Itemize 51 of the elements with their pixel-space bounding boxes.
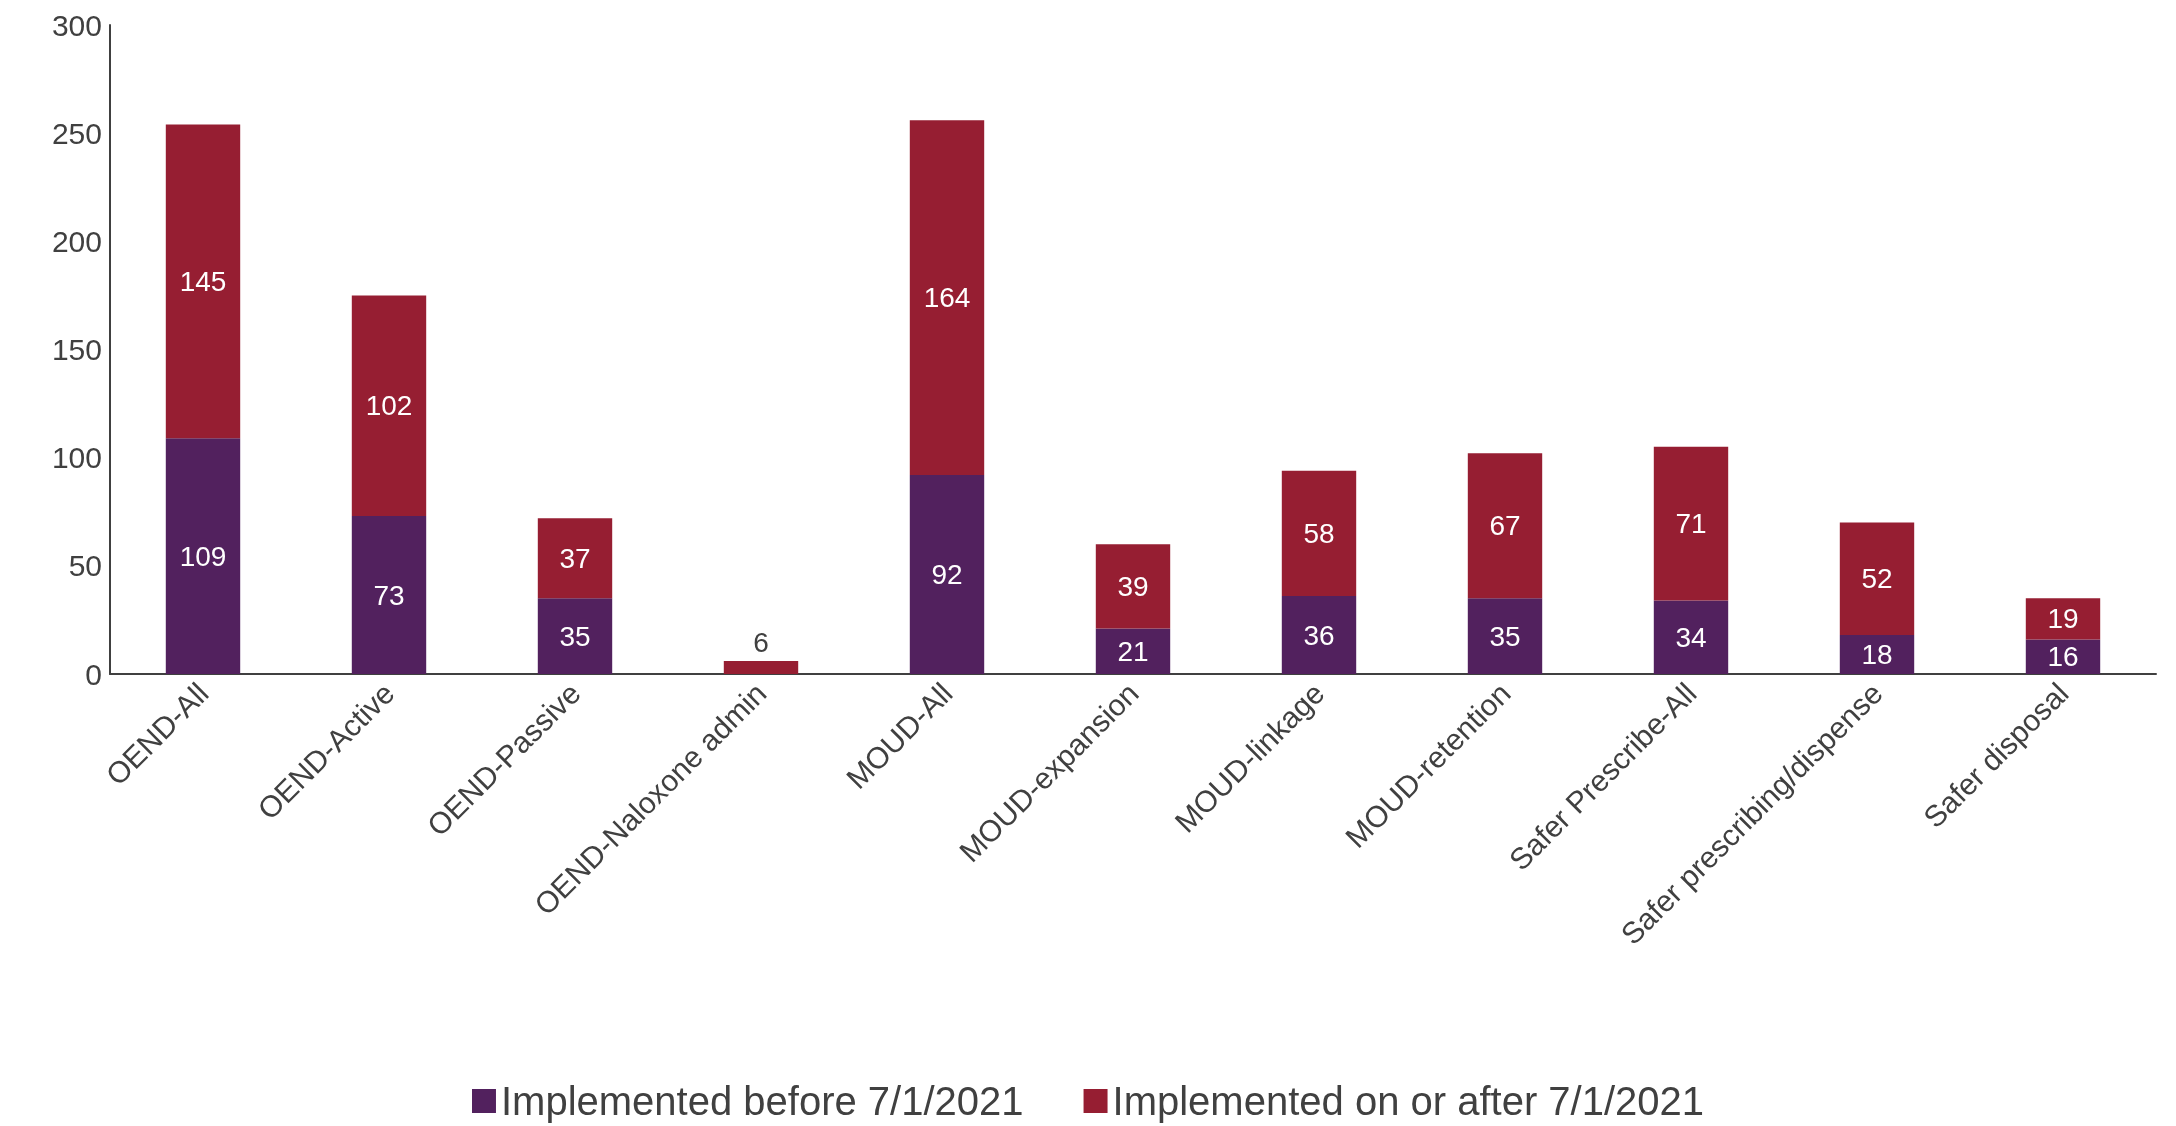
data-label: 39: [1117, 570, 1149, 602]
data-label: 52: [1861, 563, 1893, 595]
data-label: 21: [1117, 635, 1149, 667]
data-label: 102: [365, 390, 413, 422]
bar: [1653, 446, 1729, 601]
y-tick-label: 200: [51, 224, 102, 258]
data-label: 35: [1489, 620, 1521, 652]
bar: [1095, 544, 1171, 629]
data-label: 18: [1861, 639, 1893, 671]
data-label: 19: [2047, 603, 2079, 635]
bar: [351, 295, 427, 517]
y-tick-label: 50: [68, 549, 102, 583]
data-label: 58: [1303, 517, 1335, 549]
y-tick-label: 100: [51, 441, 102, 475]
data-label: 36: [1303, 619, 1335, 651]
data-label: 6: [753, 626, 769, 658]
bar: [1467, 598, 1543, 674]
bar: [1653, 600, 1729, 674]
data-label: 35: [559, 620, 591, 652]
data-label: 37: [559, 542, 591, 574]
bar: [165, 438, 241, 674]
bar: [909, 120, 985, 475]
data-label: 92: [931, 558, 963, 590]
bar: [1095, 628, 1171, 674]
y-tick-label: 150: [51, 333, 102, 366]
y-tick-label: 250: [51, 116, 102, 150]
bar: [723, 661, 799, 674]
bar: [2025, 639, 2101, 674]
data-label: 71: [1675, 508, 1707, 540]
bar: [1281, 470, 1357, 597]
data-label: 73: [373, 579, 405, 611]
bar: [537, 518, 613, 599]
bar: [351, 516, 427, 674]
bar: [909, 474, 985, 674]
bar: [165, 124, 241, 439]
data-label: 16: [2047, 641, 2079, 673]
y-tick-label: 0: [85, 657, 102, 691]
bar: [1281, 596, 1357, 674]
legend-label: Implemented before 7/1/2021: [500, 1079, 1024, 1123]
legend-label: Implemented on or after 7/1/2021: [1112, 1079, 1705, 1123]
bar: [1839, 635, 1915, 674]
bar: [2025, 598, 2101, 640]
bar: [537, 598, 613, 674]
data-label: 145: [179, 265, 227, 297]
data-label: 164: [923, 282, 971, 314]
data-label: 67: [1489, 510, 1521, 542]
data-label: 34: [1675, 621, 1707, 653]
y-tick-label: 300: [51, 8, 102, 42]
bar: [1839, 522, 1915, 636]
bar: [1467, 453, 1543, 599]
data-label: 109: [179, 540, 227, 572]
